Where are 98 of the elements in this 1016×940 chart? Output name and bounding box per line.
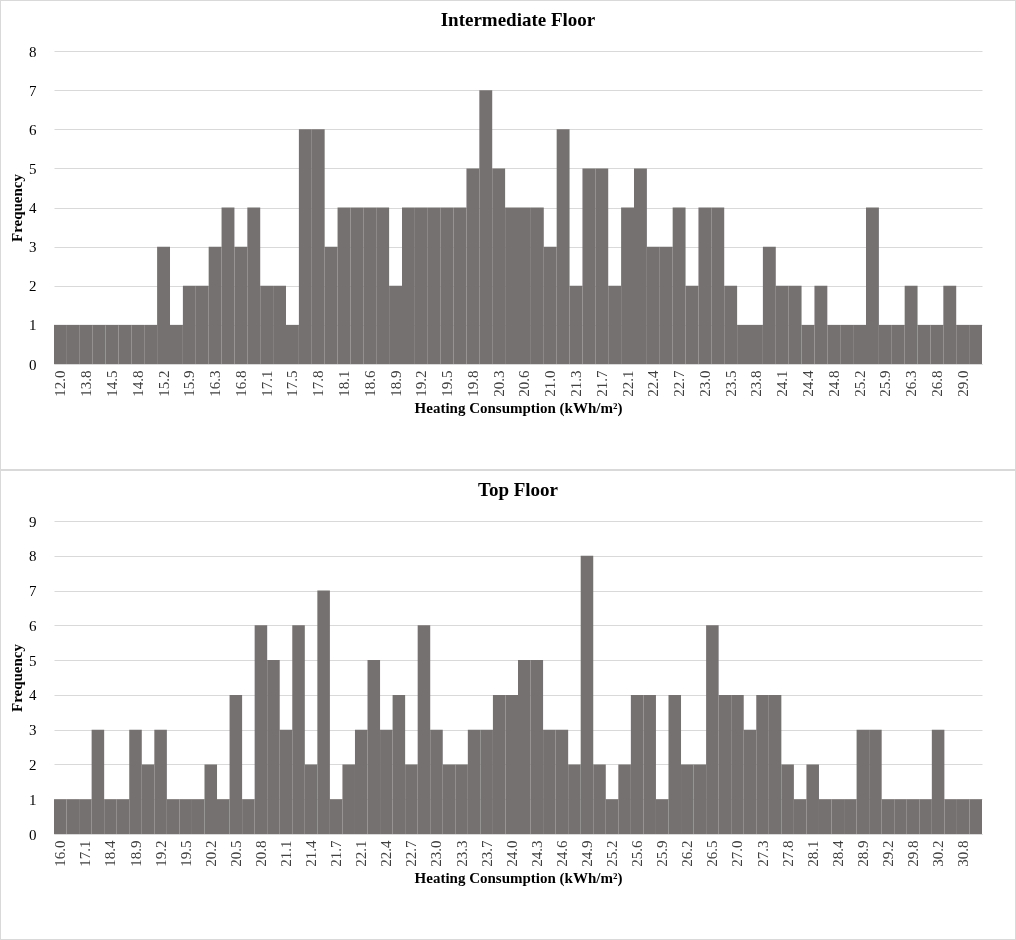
x-tick-label: 23.0 (696, 370, 713, 397)
x-tick-label: 28.9 (854, 840, 871, 867)
x-tick-label: 20.2 (202, 840, 219, 867)
x-tick-label: 17.5 (284, 370, 301, 397)
x-tick-label: 15.2 (155, 370, 172, 397)
y-axis-title: Frequency (9, 173, 25, 243)
x-tick-label: 16.0 (52, 840, 69, 867)
x-tick-label: 20.8 (252, 840, 269, 867)
x-tick-label: 26.2 (679, 840, 696, 867)
y-tick-label: 4 (29, 687, 37, 704)
x-tick-label: 18.6 (361, 370, 378, 397)
x-tick-label: 22.7 (403, 840, 420, 867)
x-tick-label: 18.9 (387, 370, 404, 397)
y-tick-label: 8 (29, 43, 37, 60)
y-tick-label: 5 (29, 160, 37, 177)
x-tick-label: 21.1 (278, 840, 294, 867)
y-tick-label: 2 (29, 756, 37, 773)
x-tick-label: 21.7 (593, 370, 610, 397)
x-tick-label: 27.0 (729, 840, 746, 867)
y-tick-label: 3 (29, 239, 37, 256)
x-tick-label: 30.8 (955, 840, 972, 867)
x-tick-label: 18.9 (127, 840, 144, 867)
x-tick-label: 12.0 (52, 370, 69, 397)
x-tick-label: 28.1 (804, 840, 821, 867)
x-tick-label: 22.1 (353, 840, 370, 867)
x-axis-title: Heating Consumption (kWh/m²) (414, 869, 623, 887)
y-tick-label: 9 (29, 513, 37, 530)
x-tick-label: 20.6 (516, 370, 533, 397)
x-tick-label: 26.3 (903, 370, 920, 397)
x-tick-label: 22.4 (645, 370, 662, 397)
x-tick-label: 19.8 (464, 370, 481, 397)
y-tick-label: 0 (29, 826, 37, 843)
x-tick-label: 28.4 (829, 840, 846, 867)
x-tick-label: 20.3 (490, 370, 507, 397)
x-tick-label: 29.0 (954, 370, 971, 397)
y-tick-label: 1 (29, 317, 37, 334)
x-tick-label: 25.9 (654, 840, 671, 867)
x-tick-label: 13.8 (78, 370, 95, 397)
y-tick-label: 0 (29, 356, 37, 373)
x-tick-label: 18.4 (102, 840, 119, 867)
x-tick-label: 14.8 (129, 370, 146, 397)
x-tick-label: 23.7 (478, 840, 495, 867)
y-tick-label: 7 (29, 82, 37, 99)
x-tick-label: 21.3 (568, 370, 584, 397)
x-tick-label: 19.2 (413, 370, 430, 397)
x-tick-label: 23.5 (722, 370, 739, 397)
x-tick-label: 25.9 (877, 370, 894, 397)
y-tick-label: 6 (29, 617, 37, 634)
x-tick-label: 15.9 (181, 370, 198, 397)
y-tick-label: 4 (29, 200, 37, 216)
x-tick-label: 17.1 (258, 370, 275, 397)
x-tick-label: 22.1 (619, 370, 636, 397)
x-tick-label: 22.4 (378, 840, 395, 867)
x-tick-label: 23.8 (748, 370, 765, 397)
y-tick-label: 7 (29, 583, 37, 600)
x-tick-label: 24.4 (800, 370, 816, 397)
x-tick-label: 25.6 (629, 840, 646, 867)
x-tick-label: 21.7 (328, 840, 345, 867)
x-tick-label: 29.8 (905, 840, 922, 867)
x-tick-label: 24.9 (578, 840, 595, 867)
y-tick-label: 1 (29, 791, 37, 808)
x-tick-label: 23.0 (428, 840, 445, 867)
x-tick-label: 23.3 (453, 840, 470, 867)
x-tick-label: 24.1 (774, 370, 791, 397)
y-tick-label: 3 (29, 722, 37, 739)
x-axis-title: Heating Consumption (kWh/m²) (414, 399, 623, 417)
x-tick-label: 24.8 (825, 370, 842, 397)
x-tick-label: 22.7 (671, 370, 688, 397)
x-tick-label: 26.8 (928, 370, 945, 397)
chart-title: Intermediate Floor (440, 9, 596, 30)
y-tick-label: 2 (29, 278, 37, 295)
x-tick-label: 17.1 (77, 840, 94, 867)
x-tick-label: 24.6 (553, 840, 570, 867)
y-tick-label: 5 (29, 652, 37, 669)
x-tick-label: 21.4 (303, 840, 320, 867)
y-tick-label: 6 (29, 121, 37, 138)
x-tick-label: 18.1 (336, 370, 352, 397)
x-tick-label: 20.5 (227, 840, 244, 867)
y-tick-label: 8 (29, 548, 37, 565)
x-tick-label: 25.2 (604, 840, 621, 867)
x-tick-label: 19.2 (152, 840, 169, 867)
y-axis-title: Frequency (9, 643, 25, 713)
x-tick-label: 19.5 (439, 370, 456, 397)
x-tick-label: 29.2 (879, 840, 896, 867)
x-tick-label: 25.2 (851, 370, 868, 397)
x-tick-label: 16.8 (232, 370, 249, 397)
x-tick-label: 19.5 (177, 840, 194, 867)
x-tick-label: 27.3 (754, 840, 771, 867)
x-tick-label: 24.0 (503, 840, 520, 867)
x-tick-label: 30.2 (930, 840, 947, 867)
x-tick-label: 16.3 (207, 370, 224, 397)
x-tick-label: 21.0 (542, 370, 559, 397)
x-tick-label: 14.5 (104, 370, 120, 397)
x-tick-label: 17.8 (310, 370, 327, 397)
x-tick-label: 26.5 (704, 840, 721, 867)
x-tick-label: 24.3 (528, 840, 545, 867)
x-tick-label: 27.8 (779, 840, 796, 867)
chart-title: Top Floor (477, 479, 559, 500)
